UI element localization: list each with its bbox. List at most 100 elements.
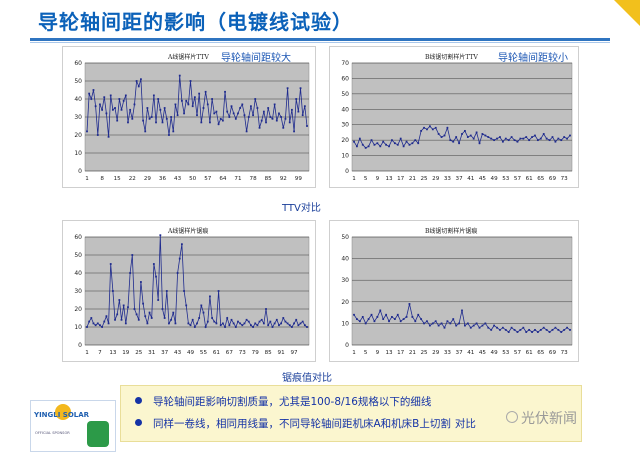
x-tick-label: 41 — [467, 176, 475, 182]
data-point — [148, 117, 151, 120]
x-tick-label: 65 — [537, 176, 545, 182]
data-point — [107, 322, 110, 325]
data-point — [284, 117, 287, 120]
data-point — [256, 324, 259, 327]
data-point — [399, 137, 402, 140]
data-point — [452, 140, 455, 143]
data-point — [92, 89, 95, 91]
data-point — [219, 117, 222, 120]
x-tick-label: 78 — [250, 176, 258, 182]
x-tick-label: 37 — [161, 350, 169, 356]
x-tick-label: 13 — [109, 350, 117, 356]
data-point — [215, 322, 218, 325]
data-point — [267, 107, 270, 109]
data-point — [554, 140, 557, 143]
y-tick-label: 70 — [341, 60, 349, 67]
x-tick-label: 57 — [204, 176, 212, 182]
sponsor-logo: YINGLI SOLAR OFFICIAL SPONSOR — [30, 400, 116, 452]
data-point — [129, 272, 132, 274]
title-underline — [30, 38, 610, 41]
data-point — [221, 119, 224, 122]
data-point — [519, 328, 522, 331]
y-tick-label: 0 — [78, 342, 82, 349]
data-point — [534, 328, 536, 331]
data-point — [224, 90, 226, 93]
data-point — [551, 328, 554, 331]
data-point — [202, 107, 205, 109]
data-point — [356, 145, 358, 148]
x-tick-label: 53 — [502, 176, 510, 182]
data-point — [428, 125, 431, 128]
x-tick-label: 73 — [561, 176, 569, 182]
data-point — [133, 103, 136, 106]
plot-area — [351, 62, 573, 172]
data-point — [193, 96, 196, 99]
data-point — [131, 117, 134, 120]
data-point — [183, 112, 185, 115]
data-point — [176, 272, 179, 274]
data-point — [528, 328, 531, 331]
data-point — [127, 121, 129, 124]
data-point — [273, 322, 276, 325]
x-tick-label: 25 — [420, 176, 428, 182]
data-point — [299, 322, 302, 325]
data-point — [267, 324, 270, 327]
data-point — [96, 322, 99, 325]
data-point — [278, 324, 280, 327]
data-point — [370, 313, 373, 316]
bullet-2-tail: 对比 — [454, 418, 476, 430]
data-point — [189, 80, 192, 82]
data-point — [536, 139, 539, 142]
data-point — [90, 317, 93, 319]
x-tick-label: 57 — [514, 350, 522, 356]
data-point — [293, 130, 295, 133]
x-tick-label: 29 — [144, 176, 152, 182]
data-point — [376, 316, 379, 318]
data-point — [449, 322, 452, 325]
x-tick-label: 37 — [456, 350, 464, 356]
data-point — [522, 137, 525, 140]
data-point — [144, 130, 147, 133]
x-tick-label: 92 — [280, 176, 287, 182]
x-tick-label: 37 — [456, 176, 464, 182]
data-point — [252, 326, 254, 328]
data-point — [557, 137, 560, 140]
x-tick-label: 61 — [526, 176, 534, 182]
data-point — [211, 317, 213, 319]
data-point — [364, 146, 367, 149]
data-point — [408, 303, 411, 305]
data-point — [193, 326, 196, 328]
data-point — [114, 107, 116, 109]
data-point — [440, 322, 443, 325]
data-point — [239, 107, 242, 109]
data-point — [303, 105, 306, 108]
data-point — [443, 134, 446, 137]
data-point — [469, 326, 472, 329]
data-point — [367, 318, 370, 320]
x-tick-label: 1 — [352, 176, 356, 182]
data-point — [437, 324, 440, 327]
data-point — [150, 317, 153, 319]
data-point — [144, 315, 147, 318]
data-point — [376, 142, 379, 145]
y-tick-label: 20 — [341, 299, 349, 306]
plot-area — [351, 236, 573, 346]
data-point — [493, 139, 496, 142]
data-point — [150, 116, 153, 118]
data-point — [531, 136, 533, 138]
data-point — [101, 326, 103, 328]
x-tick-label: 9 — [376, 350, 380, 356]
data-point — [200, 121, 203, 124]
data-point — [265, 308, 267, 310]
data-point — [388, 320, 390, 323]
data-point — [528, 139, 531, 142]
data-point — [234, 117, 237, 120]
data-point — [496, 326, 498, 329]
data-point — [361, 316, 364, 318]
data-point — [455, 324, 458, 327]
data-point — [563, 136, 566, 138]
data-point — [496, 137, 498, 140]
x-tick-label: 1 — [352, 350, 356, 356]
data-point — [159, 108, 162, 111]
data-point — [114, 318, 116, 321]
